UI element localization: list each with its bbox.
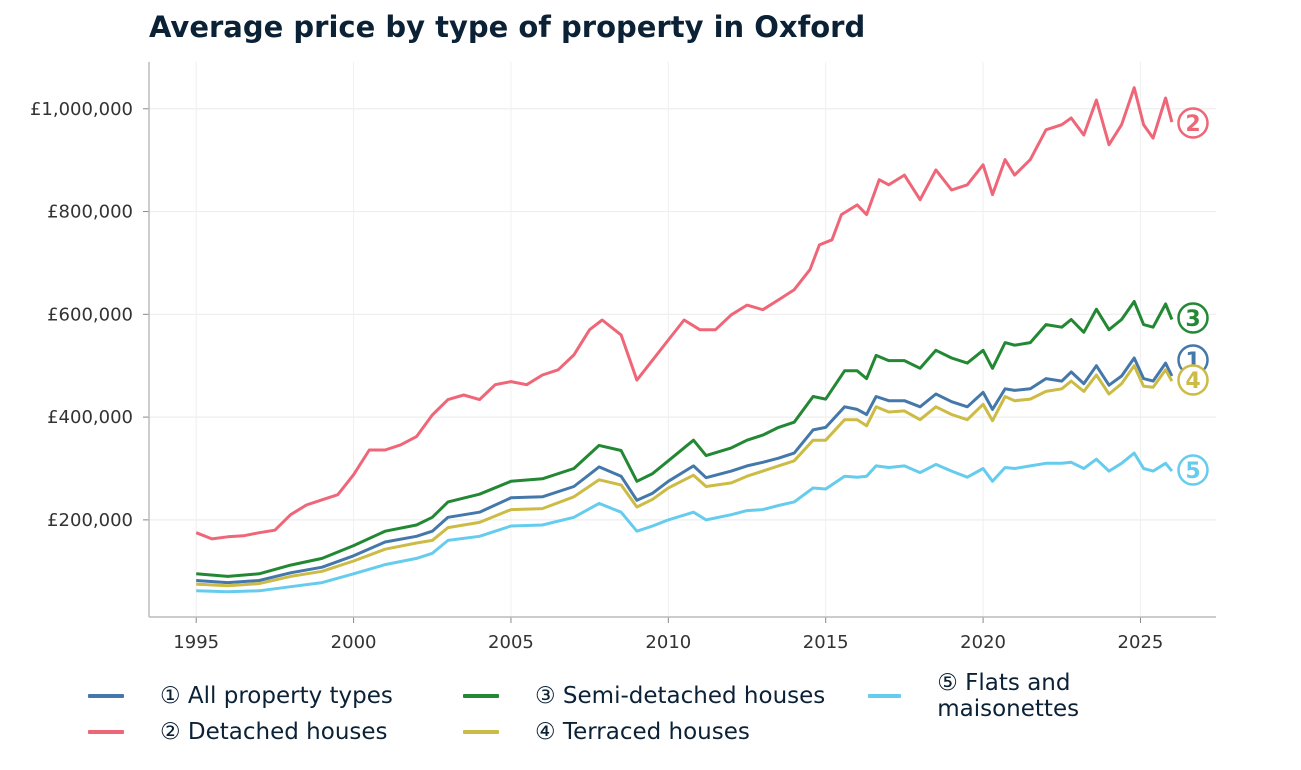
x-tick-label: 2020 — [960, 632, 1006, 653]
legend-label: ⑤ Flats and maisonettes — [937, 670, 1080, 722]
x-tick-label: 1995 — [173, 632, 219, 653]
x-tick-label: 2010 — [645, 632, 691, 653]
end-label-text: 3 — [1185, 307, 1200, 332]
series-line-4 — [196, 364, 1174, 588]
legend-item-1: ① All property types — [88, 680, 463, 712]
legend-swatch — [88, 694, 124, 698]
end-label-2: 2 — [1177, 107, 1209, 139]
end-label-circle — [1177, 454, 1209, 486]
legend-label: ② Detached houses — [160, 719, 388, 745]
y-tick-label: £400,000 — [47, 407, 133, 428]
y-tick-label: £800,000 — [47, 202, 133, 223]
y-tick-label: £1,000,000 — [30, 99, 133, 120]
end-label-3: 3 — [1177, 302, 1209, 334]
x-tick-label: 2015 — [803, 632, 849, 653]
legend-swatch — [868, 694, 902, 698]
legend-swatch — [463, 694, 499, 698]
series-line-1 — [196, 356, 1174, 585]
end-label-circle — [1177, 302, 1209, 334]
legend-item-5: ⑤ Flats and maisonettes — [868, 670, 1198, 722]
series-line-5 — [196, 451, 1174, 594]
series-line-2 — [195, 86, 1174, 541]
end-label-5: 5 — [1177, 454, 1209, 486]
legend-item-4: ④ Terraced houses — [463, 716, 868, 748]
legend-item-2: ② Detached houses — [88, 716, 463, 748]
chart-title: Average price by type of property in Oxf… — [149, 10, 866, 44]
end-label-text: 4 — [1185, 369, 1200, 394]
x-tick-label: 2025 — [1118, 632, 1164, 653]
legend-item-3: ③ Semi-detached houses — [463, 680, 868, 712]
legend-label: ① All property types — [160, 683, 393, 709]
y-tick-label: £600,000 — [47, 304, 133, 325]
end-label-circle — [1177, 107, 1209, 139]
legend-swatch — [463, 730, 499, 734]
legend-swatch — [88, 730, 124, 734]
end-label-circle — [1177, 364, 1209, 396]
series-line-3 — [196, 300, 1174, 578]
y-tick-label: £200,000 — [47, 510, 133, 531]
legend-label: ④ Terraced houses — [535, 719, 750, 745]
end-label-text: 5 — [1185, 459, 1200, 484]
end-label-4: 4 — [1177, 364, 1209, 396]
x-tick-label: 2000 — [331, 632, 377, 653]
end-label-text: 2 — [1185, 112, 1200, 137]
legend: ① All property types ② Detached houses ③ S… — [88, 670, 1198, 748]
x-tick-label: 2005 — [488, 632, 534, 653]
legend-label: ③ Semi-detached houses — [535, 683, 826, 709]
